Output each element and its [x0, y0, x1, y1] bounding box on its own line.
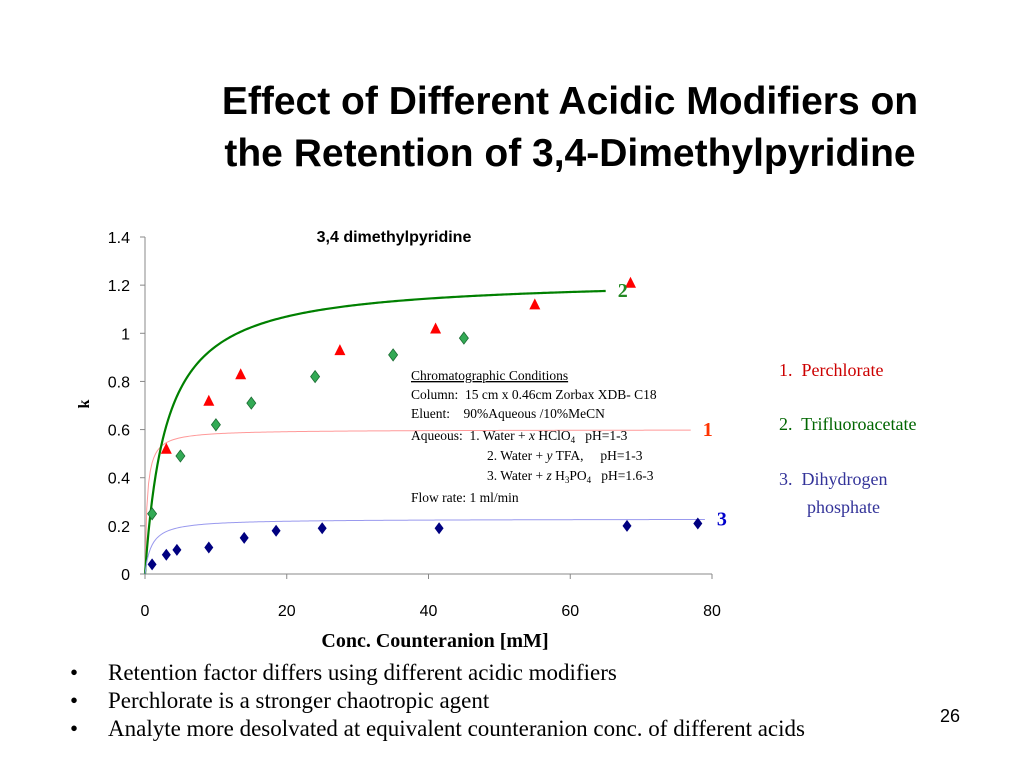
data-point-series-1 [334, 344, 346, 356]
y-tick-label: 0.2 [108, 519, 130, 536]
data-point-series-1 [203, 394, 215, 406]
y-tick-label: 0.8 [108, 374, 130, 391]
page-number: 26 [940, 706, 961, 726]
data-point-series-3 [622, 519, 632, 532]
conditions-flow-rate: Flow rate: 1 ml/min [411, 490, 519, 505]
conditions-eluent: Eluent: 90%Aqueous /10%MeCN [411, 406, 605, 421]
conditions-aqueous-1: Aqueous: 1. Water + x HClO4 pH=1-3 [411, 428, 628, 445]
data-point-series-1 [430, 322, 442, 334]
fit-curve-series-1 [144, 429, 691, 575]
fit-curve-series-3 [144, 519, 705, 575]
bullet-item: Retention factor differs using different… [70, 659, 805, 687]
legend-item-trifluoroacetate: 2. Trifluoroacetate [779, 414, 916, 434]
data-point-series-3 [172, 543, 182, 556]
x-tick-label: 80 [703, 603, 721, 620]
chart-axes: 0 0.2 0.4 0.6 0.8 1 1.2 1.4 0 20 40 60 80 [108, 230, 721, 620]
data-point-series-3 [693, 517, 703, 530]
bullet-item: Perchlorate is a stronger chaotropic age… [70, 687, 805, 715]
x-tick-label: 60 [561, 603, 579, 620]
legend-item-dihydrogen: 3. Dihydrogen [779, 469, 887, 489]
data-point-series-3 [317, 522, 327, 535]
data-point-series-2 [246, 396, 257, 410]
y-tick-label: 0 [121, 567, 130, 584]
legend-item-perchlorate: 1. Perchlorate [779, 360, 883, 380]
slide-title: Effect of Different Acidic Modifiers on … [140, 76, 1000, 180]
data-point-series-3 [204, 541, 214, 554]
legend-item-phosphate: phosphate [807, 497, 880, 517]
y-tick-label: 1 [121, 326, 130, 343]
chart-data-points [147, 276, 703, 571]
series-label-1: 1 [703, 419, 713, 441]
data-point-series-2 [210, 418, 221, 432]
data-point-series-3 [161, 548, 171, 561]
data-point-series-2 [310, 369, 321, 384]
y-tick-label: 0.4 [108, 471, 130, 488]
fit-curve-series-2 [143, 289, 606, 575]
data-point-series-1 [160, 442, 172, 454]
y-axis-label: k [76, 399, 93, 408]
y-tick-label: 0.6 [108, 423, 130, 440]
x-tick-label: 40 [420, 603, 438, 620]
y-tick-label: 1.2 [108, 278, 130, 295]
data-point-series-2 [175, 449, 186, 463]
x-tick-label: 20 [278, 603, 296, 620]
chart-fit-curves [143, 289, 705, 575]
series-label-3: 3 [717, 508, 727, 530]
data-point-series-3 [434, 522, 444, 535]
slide-title-line-1: Effect of Different Acidic Modifiers on [221, 80, 919, 123]
conditions-aqueous-2: 2. Water + y TFA, pH=1-3 [487, 448, 643, 463]
conditions-box: Chromatographic Conditions Column: 15 cm… [411, 368, 657, 505]
slide-title-line-2: the Retention of 3,4-Dimethylpyridine [224, 132, 916, 175]
conditions-heading: Chromatographic Conditions [411, 368, 568, 383]
data-point-series-1 [529, 298, 541, 310]
conditions-aqueous-3: 3. Water + z H3PO4 pH=1.6-3 [487, 468, 654, 485]
data-point-series-1 [625, 276, 636, 288]
x-tick-label: 0 [141, 603, 150, 620]
chart-series-labels: 1 2 3 [618, 280, 727, 531]
data-point-series-3 [147, 558, 157, 571]
data-point-series-3 [271, 524, 281, 537]
data-point-series-2 [147, 507, 158, 521]
y-tick-label: 1.4 [108, 230, 130, 247]
bullet-item: Analyte more desolvated at equivalent co… [70, 715, 805, 743]
conditions-column: Column: 15 cm x 0.46cm Zorbax XDB- C18 [411, 387, 657, 402]
legend: 1. Perchlorate 2. Trifluoroacetate 3. Di… [779, 360, 916, 517]
bullet-list: Retention factor differs using different… [70, 659, 805, 743]
data-point-series-2 [458, 331, 469, 345]
data-point-series-2 [388, 348, 399, 362]
data-point-series-1 [235, 368, 247, 380]
data-point-series-3 [239, 531, 249, 544]
x-axis-label: Conc. Counteranion [mM] [321, 630, 548, 652]
chart-title: 3,4 dimethylpyridine [317, 229, 472, 246]
series-label-2: 2 [618, 280, 628, 302]
